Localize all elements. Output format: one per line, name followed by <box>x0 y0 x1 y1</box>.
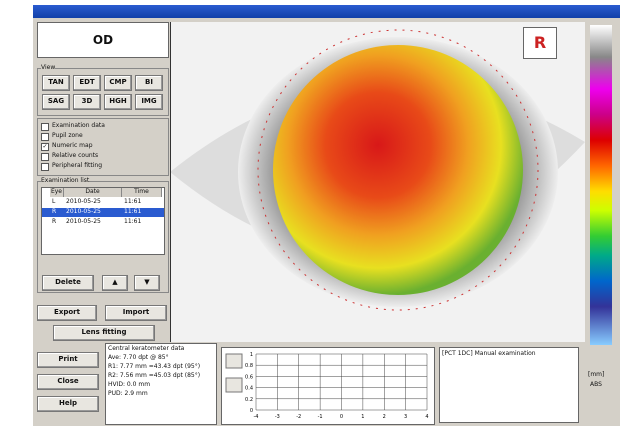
x-tick-label: 0 <box>340 414 343 420</box>
view-button[interactable]: CMP <box>104 75 132 91</box>
keratometer-panel: Central keratometer data Ave: 7.70 dpt @ … <box>105 343 217 425</box>
y-tick-label: 0.2 <box>245 397 253 403</box>
kera-line: R1: 7.77 mm =43.43 dpt (95°) <box>108 363 201 370</box>
view-button[interactable]: BI <box>135 75 163 91</box>
view-group: View TAN EDT CMP BI SAG 3D HGH IMG <box>37 64 169 116</box>
option-label: Examination data <box>52 122 105 129</box>
x-tick-label: -3 <box>275 414 280 420</box>
topography-map <box>170 22 585 342</box>
export-button[interactable]: Export <box>37 305 97 321</box>
x-tick-label: 2 <box>383 414 386 420</box>
option-label: Relative counts <box>52 152 99 159</box>
up-button[interactable]: ▲ <box>102 275 128 291</box>
graph-panel: 1 0.8 0.6 0.4 0.2 0 -4 -3 -2 -1 0 1 2 3 4 <box>221 347 435 425</box>
checkbox[interactable] <box>41 133 49 141</box>
column-header: Time <box>122 188 162 197</box>
zoom-button <box>225 377 243 393</box>
delete-button[interactable]: Delete <box>42 275 94 291</box>
view-button[interactable]: 3D <box>73 94 101 110</box>
exam-row[interactable]: R 2010-05-25 11:61 <box>42 208 164 217</box>
help-button[interactable]: Help <box>37 396 99 412</box>
title-bar <box>33 5 620 18</box>
x-tick-label: -1 <box>318 414 323 420</box>
view-button[interactable]: EDT <box>73 75 101 91</box>
exam-cell: 11:61 <box>124 208 142 215</box>
import-button[interactable]: Import <box>105 305 167 321</box>
y-tick-label: 0.4 <box>245 386 253 392</box>
exam-cell: 2010-05-25 <box>66 198 101 205</box>
view-button[interactable]: IMG <box>135 94 163 110</box>
eye-badge: R <box>523 27 557 59</box>
exam-row[interactable]: R 2010-05-25 11:61 <box>42 218 164 227</box>
kera-line: R2: 7.56 mm =45.03 dpt (85°) <box>108 372 201 379</box>
eye-label: OD <box>37 22 169 58</box>
options-group: Examination data Pupil zone ✓ Numeric map Re… <box>37 118 169 176</box>
view-button[interactable]: HGH <box>104 94 132 110</box>
option-row: ✓ Numeric map <box>41 142 161 151</box>
y-tick-label: 0.8 <box>245 363 253 369</box>
exam-cell: 11:61 <box>124 218 142 225</box>
option-label: Peripheral fitting <box>52 162 103 169</box>
y-tick-label: 1 <box>250 352 253 358</box>
x-tick-label: 4 <box>425 414 428 420</box>
exam-cell: R <box>52 218 57 225</box>
graph: 10.80.60.40.20-4 -3 -2 -1 0 1 2 3 4 <box>225 352 429 420</box>
checkbox[interactable]: ✓ <box>41 143 49 151</box>
exam-cell: L <box>52 198 56 205</box>
option-row: Examination data <box>41 122 161 131</box>
option-row: Pupil zone <box>41 132 161 141</box>
color-scale <box>590 25 612 345</box>
option-label: Numeric map <box>52 142 93 149</box>
kera-title: Central keratometer data <box>108 345 185 352</box>
view-button[interactable]: TAN <box>42 75 70 91</box>
y-tick-label: 0 <box>250 408 253 414</box>
down-button[interactable]: ▼ <box>134 275 160 291</box>
exam-cell: 2010-05-25 <box>66 218 101 225</box>
option-row: Peripheral fitting <box>41 162 161 171</box>
exam-cell: 2010-05-25 <box>66 208 101 215</box>
x-tick-label: 3 <box>404 414 407 420</box>
note-panel: [PCT 1DC] Manual examination <box>439 347 579 423</box>
zoom-button <box>225 353 243 369</box>
exam-cell: 11:61 <box>124 198 142 205</box>
x-tick-label: -4 <box>254 414 259 420</box>
x-tick-label: -2 <box>296 414 301 420</box>
print-button[interactable]: Print <box>37 352 99 368</box>
checkbox[interactable] <box>41 153 49 161</box>
unit-label: [mm] <box>588 371 605 378</box>
checkbox[interactable] <box>41 163 49 171</box>
checkbox[interactable] <box>41 123 49 131</box>
exam-row[interactable]: L 2010-05-25 11:61 <box>42 198 164 207</box>
group-title: Examination list <box>41 177 90 184</box>
lens-button[interactable]: Lens fitting <box>53 325 155 341</box>
option-row: Relative counts <box>41 152 161 161</box>
option-label: Pupil zone <box>52 132 83 139</box>
column-header: Eye <box>50 188 64 197</box>
kera-line: PUD: 2.9 mm <box>108 390 148 397</box>
view-button[interactable]: SAG <box>42 94 70 110</box>
group-title: View <box>41 64 56 71</box>
exam-cell: R <box>52 208 57 215</box>
kera-line: HVID: 0.0 mm <box>108 381 151 388</box>
app-window: OD View TAN EDT CMP BI SAG 3D HGH IMG Examinatio… <box>33 5 620 426</box>
exam-table: Eye Date Time L 2010-05-25 11:61 R 2010-05-25 11… <box>41 187 165 255</box>
kera-line: Ave: 7.70 dpt @ 85° <box>108 354 169 361</box>
x-tick-label: 1 <box>361 414 364 420</box>
column-header: Date <box>64 188 122 197</box>
unit2-label: ABS <box>590 381 602 388</box>
exam-list-group: Examination list Eye Date Time L 2010-05-25 11… <box>37 177 169 293</box>
y-tick-label: 0.6 <box>245 374 253 380</box>
close-button[interactable]: Close <box>37 374 99 390</box>
